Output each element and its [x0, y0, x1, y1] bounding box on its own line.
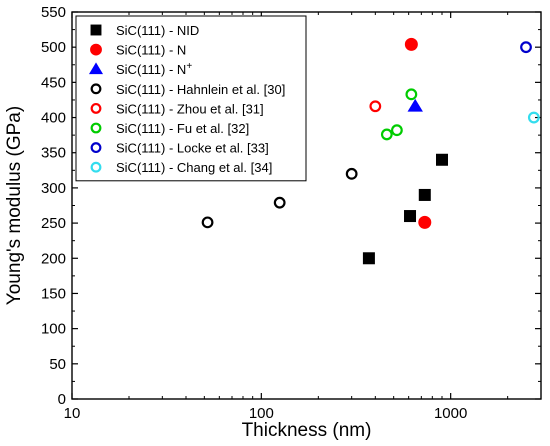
- data-point-series-0: [418, 188, 431, 201]
- data-point-series-5: [405, 88, 418, 101]
- legend-marker: [90, 102, 102, 114]
- data-point-series-1: [418, 215, 432, 229]
- data-point-series-3: [345, 167, 358, 180]
- y-tick-label: 100: [41, 321, 66, 338]
- legend-marker: [90, 24, 102, 36]
- data-point-series-0: [436, 153, 449, 166]
- axis-ticks: 0 50 100 150 200 250 300 350 400 450 500 550 10 100 10…: [41, 4, 542, 422]
- data-point-series-5: [390, 124, 403, 137]
- y-tick-label: 0: [58, 391, 66, 408]
- data-point-series-1: [404, 37, 418, 51]
- x-tick-label: 1000: [434, 405, 467, 422]
- legend-marker: [90, 83, 102, 95]
- y-tick-label: 150: [41, 285, 66, 302]
- data-point-series-4: [369, 100, 382, 113]
- x-axis-label: Thickness (nm): [242, 420, 372, 441]
- legend-entry-superscript: +: [186, 61, 192, 72]
- y-tick-label: 300: [41, 180, 66, 197]
- legend-entry: SiC(111) - N: [116, 43, 186, 58]
- y-tick-label: 50: [49, 356, 66, 373]
- y-tick-label: 400: [41, 110, 66, 127]
- data-point-series-7: [527, 111, 540, 124]
- legend-box: [75, 15, 307, 182]
- legend-entry: SiC(111) - NID: [116, 23, 199, 38]
- y-tick-label: 250: [41, 215, 66, 232]
- y-tick-label: 350: [41, 145, 66, 162]
- data-points: [201, 37, 540, 265]
- legend-entry: SiC(111) - N+: [116, 61, 192, 77]
- y-tick-label: 500: [41, 39, 66, 56]
- legend-entry-text: SiC(111) - N: [116, 62, 186, 77]
- legend-marker: [88, 62, 104, 75]
- legend-marker: [90, 43, 102, 56]
- legend-marker: [90, 161, 102, 173]
- data-point-series-0: [362, 252, 375, 265]
- legend-entry: SiC(111) - Fu et al. [32]: [116, 121, 249, 136]
- x-tick-label: 100: [249, 405, 274, 422]
- y-tick-label: 200: [41, 250, 66, 267]
- data-point-series-3: [273, 196, 286, 209]
- data-point-series-5: [380, 128, 393, 141]
- legend-entry: SiC(111) - Locke et al. [33]: [116, 141, 269, 156]
- legend-entry: SiC(111) - Hahnlein et al. [30]: [116, 82, 285, 97]
- y-tick-label: 450: [41, 74, 66, 91]
- legend-marker: [90, 122, 102, 134]
- data-point-series-3: [201, 216, 214, 229]
- y-tick-label: 550: [41, 4, 66, 21]
- legend-entry: SiC(111) - Zhou et al. [31]: [116, 101, 264, 116]
- y-axis-label: Young's modulus (GPa): [4, 106, 25, 305]
- data-point-series-0: [404, 210, 417, 223]
- data-point-series-6: [520, 41, 532, 54]
- data-point-series-2: [407, 98, 423, 112]
- x-tick-label: 10: [64, 405, 81, 422]
- legend-entry: SiC(111) - Chang et al. [34]: [116, 160, 272, 175]
- legend-marker: [90, 142, 102, 154]
